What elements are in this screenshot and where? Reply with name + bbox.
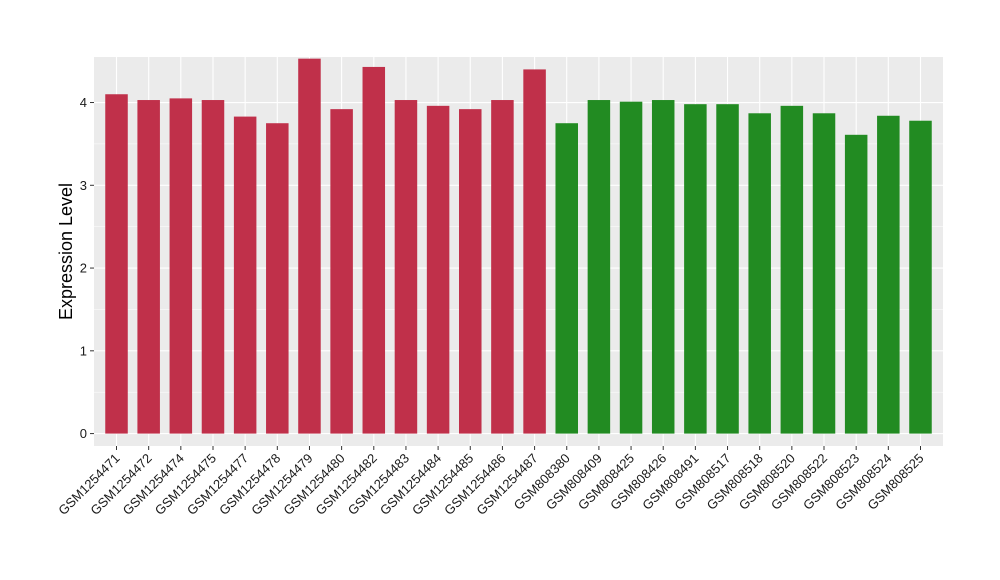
bar-gsm808523 [844,134,868,434]
bar-gsm808426 [651,100,675,434]
bar-gsm1254485 [459,109,482,434]
bar-gsm1254475 [201,100,225,434]
bar-gsm1254486 [491,100,514,434]
bar-gsm808524 [877,115,900,434]
bar-gsm1254483 [394,100,418,434]
bar-gsm808409 [587,100,611,434]
bar-gsm1254471 [105,94,128,434]
bar-gsm1254484 [426,105,450,434]
y-axis-title: Expression Level [56,183,76,320]
bar-gsm808520 [780,105,804,434]
bar-gsm1254479 [298,58,321,434]
y-tick-label: 1 [80,343,87,358]
bar-gsm808522 [812,113,836,434]
bar-gsm1254474 [169,98,193,434]
bar-gsm808491 [684,104,707,434]
bar-gsm808517 [716,104,739,434]
bar-gsm808380 [555,123,578,434]
x-axis: GSM1254471GSM1254472GSM1254474GSM1254475… [55,446,927,518]
bar-gsm1254472 [137,100,160,434]
bar-gsm808525 [909,120,932,434]
bar-gsm1254487 [523,69,546,434]
bar-gsm1254482 [362,66,386,434]
bar-gsm1254480 [330,109,353,434]
bar-gsm808518 [748,113,771,434]
y-tick-label: 0 [80,426,87,441]
bars [105,58,932,434]
y-axis: 0 1 2 3 4 [80,95,94,441]
bar-gsm808425 [619,101,643,434]
y-tick-label: 2 [80,261,87,276]
bar-gsm1254477 [233,116,257,434]
y-tick-label: 3 [80,178,87,193]
bar-gsm1254478 [266,123,289,434]
y-tick-label: 4 [80,95,87,110]
